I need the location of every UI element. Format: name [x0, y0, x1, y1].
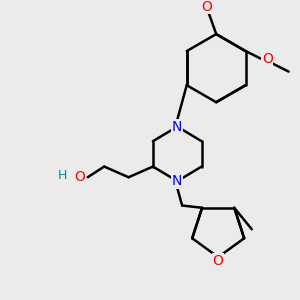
Text: N: N: [172, 174, 182, 188]
Text: H: H: [58, 169, 67, 182]
Text: O: O: [74, 170, 85, 184]
Text: O: O: [201, 0, 212, 14]
Text: N: N: [172, 120, 182, 134]
Text: O: O: [213, 254, 224, 268]
Text: O: O: [262, 52, 273, 66]
